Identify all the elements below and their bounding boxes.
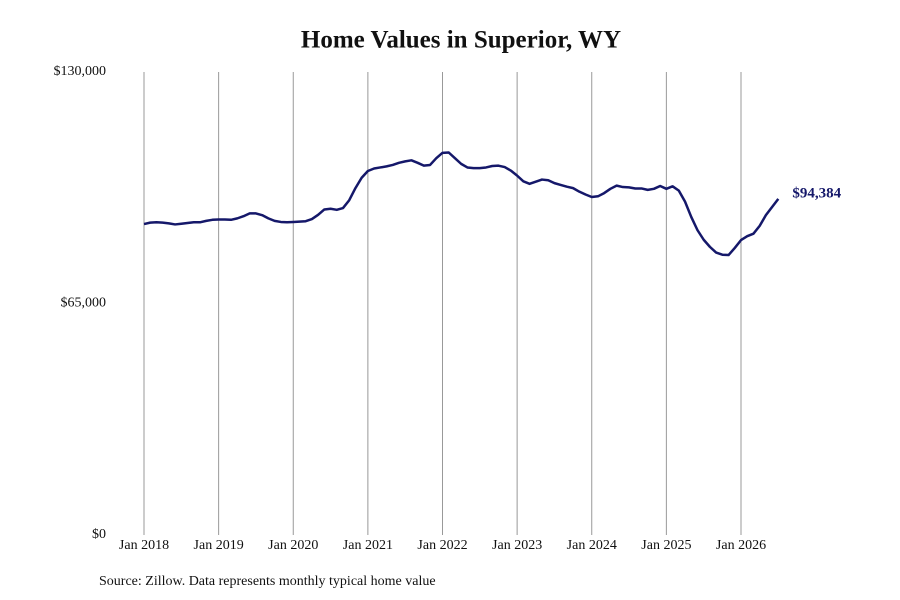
x-tick-label: Jan 2022: [417, 538, 467, 553]
x-tick-label: Jan 2019: [194, 538, 244, 553]
y-tick-label: $130,000: [54, 64, 107, 79]
x-tick-label: Jan 2018: [119, 538, 169, 553]
chart-title: Home Values in Superior, WY: [301, 27, 621, 54]
x-tick-label: Jan 2023: [492, 538, 542, 553]
source-note: Source: Zillow. Data represents monthly …: [99, 574, 436, 589]
value-label: $94,384: [792, 185, 841, 201]
x-tick-label: Jan 2026: [716, 538, 766, 553]
x-tick-label: Jan 2024: [567, 538, 617, 553]
series-line: [143, 151, 780, 257]
y-tick-label: $0: [92, 527, 106, 542]
x-tick-label: Jan 2025: [641, 538, 691, 553]
y-tick-label: $65,000: [61, 296, 107, 311]
x-tick-label: Jan 2021: [343, 538, 393, 553]
x-tick-label: Jan 2020: [268, 538, 318, 553]
